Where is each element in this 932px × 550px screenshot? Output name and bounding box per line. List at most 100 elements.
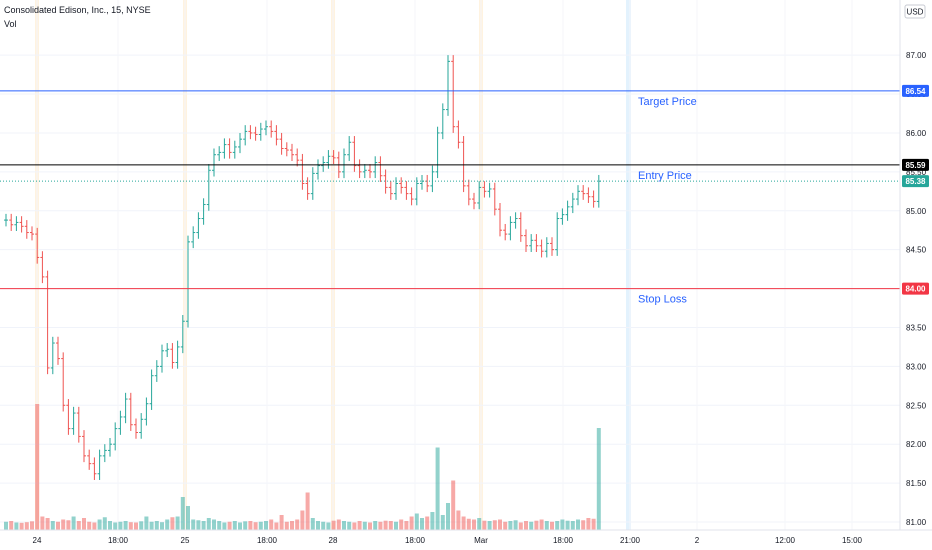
svg-text:85.59: 85.59 <box>905 161 926 170</box>
volume-bar <box>420 518 424 530</box>
price-bar <box>482 181 487 198</box>
price-bar <box>524 229 528 252</box>
volume-bar <box>201 521 206 530</box>
price-bar <box>102 444 107 463</box>
volume-bar <box>513 520 518 530</box>
price-bar <box>513 212 518 229</box>
price-bar <box>508 216 513 241</box>
time-axis-labels: 24 18:00 25 18:00 28 18:00 Mar 18:00 21:00 2 12:00… <box>33 536 863 545</box>
volume-bar <box>238 522 242 530</box>
volume-bar <box>196 520 201 530</box>
time-tick-label: 2 <box>695 536 700 545</box>
price-tags: 86.54 85.59 85.38 84.00 <box>902 84 929 295</box>
price-bar <box>404 181 409 200</box>
price-bar <box>149 369 154 410</box>
volume-bar <box>76 521 81 530</box>
price-bar <box>139 413 144 439</box>
volume-bar <box>284 521 289 530</box>
price-bar <box>232 140 237 159</box>
volume-bar <box>596 428 601 530</box>
time-axis[interactable]: 24 18:00 25 18:00 28 18:00 Mar 18:00 21:00 2 12:00… <box>0 529 932 545</box>
currency-label: USD <box>907 8 924 17</box>
price-bar <box>414 177 419 206</box>
volume-bar <box>206 518 211 530</box>
price-bar <box>30 226 34 241</box>
price-bar <box>373 156 378 179</box>
price-bar <box>238 132 242 154</box>
volume-bar <box>503 521 508 530</box>
volume-bar <box>461 516 466 530</box>
price-tag-entry: 85.59 <box>902 158 929 171</box>
volume-bar <box>217 521 222 530</box>
volume-bar <box>409 516 414 530</box>
price-axis[interactable]: USD 81.0081.5082.0082.5083.0083.5084.008… <box>899 0 929 530</box>
price-bar <box>456 120 461 149</box>
price-bar <box>487 182 492 198</box>
volume-bar <box>87 521 92 530</box>
price-bar <box>4 213 8 227</box>
price-bar <box>284 142 289 157</box>
volume-bar <box>248 521 253 530</box>
price-bar <box>269 120 274 138</box>
volume-bar <box>279 515 284 530</box>
volume-bar <box>269 519 274 530</box>
volume-bars <box>4 404 601 530</box>
price-bar <box>175 340 180 369</box>
volume-bar <box>19 522 24 530</box>
currency-button[interactable]: USD <box>904 4 926 19</box>
price-bar <box>326 150 331 169</box>
volume-bar <box>586 518 591 530</box>
volume-bar <box>368 522 372 530</box>
volume-bar <box>108 521 112 530</box>
volume-bar <box>414 513 419 530</box>
price-bar <box>378 156 383 182</box>
price-bar <box>446 55 450 116</box>
price-bar <box>565 200 570 221</box>
volume-bar <box>482 520 487 530</box>
price-bar <box>518 212 523 242</box>
volume-bar <box>56 521 60 530</box>
price-bar <box>45 270 50 375</box>
price-bar <box>586 187 591 203</box>
time-tick-label: 21:00 <box>620 536 641 545</box>
price-bar <box>295 148 300 167</box>
price-bar <box>71 406 76 435</box>
horizontal-lines[interactable]: Target Price Entry Price Stop Loss <box>0 90 900 306</box>
level-line-label: Target Price <box>638 96 697 108</box>
volume-indicator-label: Vol <box>4 19 17 29</box>
time-tick-label: 18:00 <box>257 536 278 545</box>
price-tick-label: 85.00 <box>906 207 927 216</box>
price-bar <box>570 192 575 214</box>
price-bar <box>14 216 19 231</box>
volume-bar <box>570 521 575 530</box>
price-tag-stop: 84.00 <box>902 282 929 295</box>
price-bar <box>217 146 222 161</box>
price-bar <box>92 457 97 480</box>
price-bar <box>503 223 508 241</box>
volume-bar <box>300 510 305 530</box>
price-bar <box>539 239 544 258</box>
price-bar <box>279 132 284 155</box>
price-bar <box>316 159 320 180</box>
volume-bar <box>30 521 34 530</box>
volume-bar <box>404 521 409 530</box>
price-bar <box>550 237 554 256</box>
volume-bar <box>170 517 175 530</box>
price-bar <box>498 202 502 237</box>
current-time-highlight <box>626 0 631 530</box>
volume-bar <box>378 521 383 530</box>
price-bar <box>362 164 367 179</box>
volume-bar <box>253 522 258 530</box>
price-bar <box>596 174 601 208</box>
price-tick-label: 81.00 <box>906 518 927 527</box>
volume-bar <box>477 518 482 530</box>
volume-bar <box>336 519 341 530</box>
level-line-label: Stop Loss <box>638 294 687 306</box>
price-bar <box>165 343 170 358</box>
volume-bar <box>92 522 97 530</box>
price-bar <box>196 212 201 239</box>
price-bar <box>472 192 476 210</box>
volume-bar <box>456 510 461 530</box>
price-bar <box>477 181 482 210</box>
